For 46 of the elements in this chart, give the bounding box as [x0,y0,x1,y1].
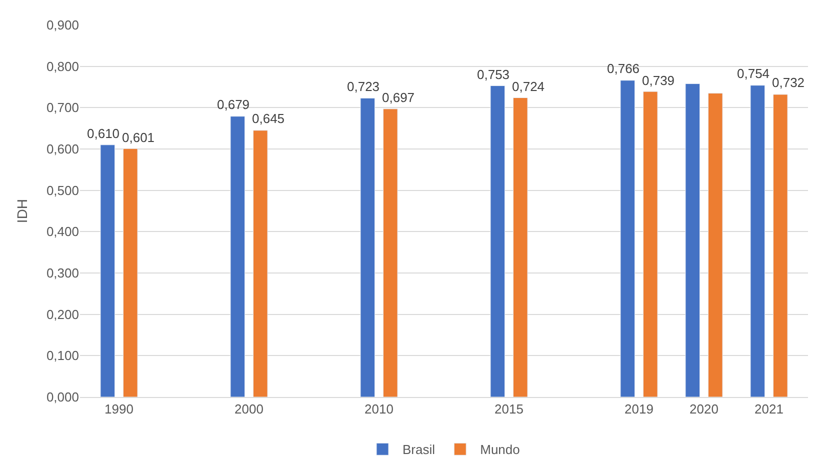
data-label: 0,679 [217,97,250,112]
bar [100,144,116,397]
x-tick-label: 2010 [364,402,394,417]
data-label: 0,739 [642,73,675,88]
bar [490,86,506,397]
y-tick-label: 0,000 [46,390,79,405]
bar [772,94,788,397]
data-label: 0,753 [477,67,510,82]
data-label: 0,723 [347,79,380,94]
x-tick-label: 2015 [494,402,524,417]
data-label: 0,697 [382,90,415,105]
bar [122,148,138,397]
x-tick-label: 2020 [690,402,718,417]
y-tick-label: 0,900 [46,18,79,33]
bar [750,85,766,397]
bar [230,116,246,397]
x-tick-label: 2019 [624,402,654,417]
bar [382,108,398,397]
y-tick-label: 0,400 [46,224,79,240]
y-tick-label: 0,500 [46,182,79,198]
bar [642,91,658,397]
legend-label: Brasil [402,442,436,458]
bar [252,130,268,397]
bar [708,92,723,397]
x-tick-label: 1990 [104,402,134,417]
legend-label: Mundo [480,442,520,458]
y-tick-label: 0,800 [46,58,79,74]
data-label: 0,766 [607,61,640,76]
x-tick-label: 2021 [754,402,784,417]
x-tick-label: 2000 [234,402,264,417]
y-axis-title: IDH [14,198,30,224]
bar [685,83,700,397]
bar [512,98,528,397]
bar [360,98,376,397]
data-label: 0,732 [772,75,805,90]
y-tick-label: 0,700 [46,100,79,116]
y-tick-label: 0,100 [46,348,79,364]
bar [620,80,636,397]
y-tick-label: 0,300 [46,266,79,281]
data-label: 0,601 [122,130,155,145]
y-tick-label: 0,600 [46,142,79,157]
data-label: 0,724 [512,79,545,94]
data-label: 0,610 [87,126,120,141]
data-label: 0,645 [252,111,285,126]
data-label: 0,754 [737,66,770,81]
y-tick-label: 0,200 [46,306,79,322]
